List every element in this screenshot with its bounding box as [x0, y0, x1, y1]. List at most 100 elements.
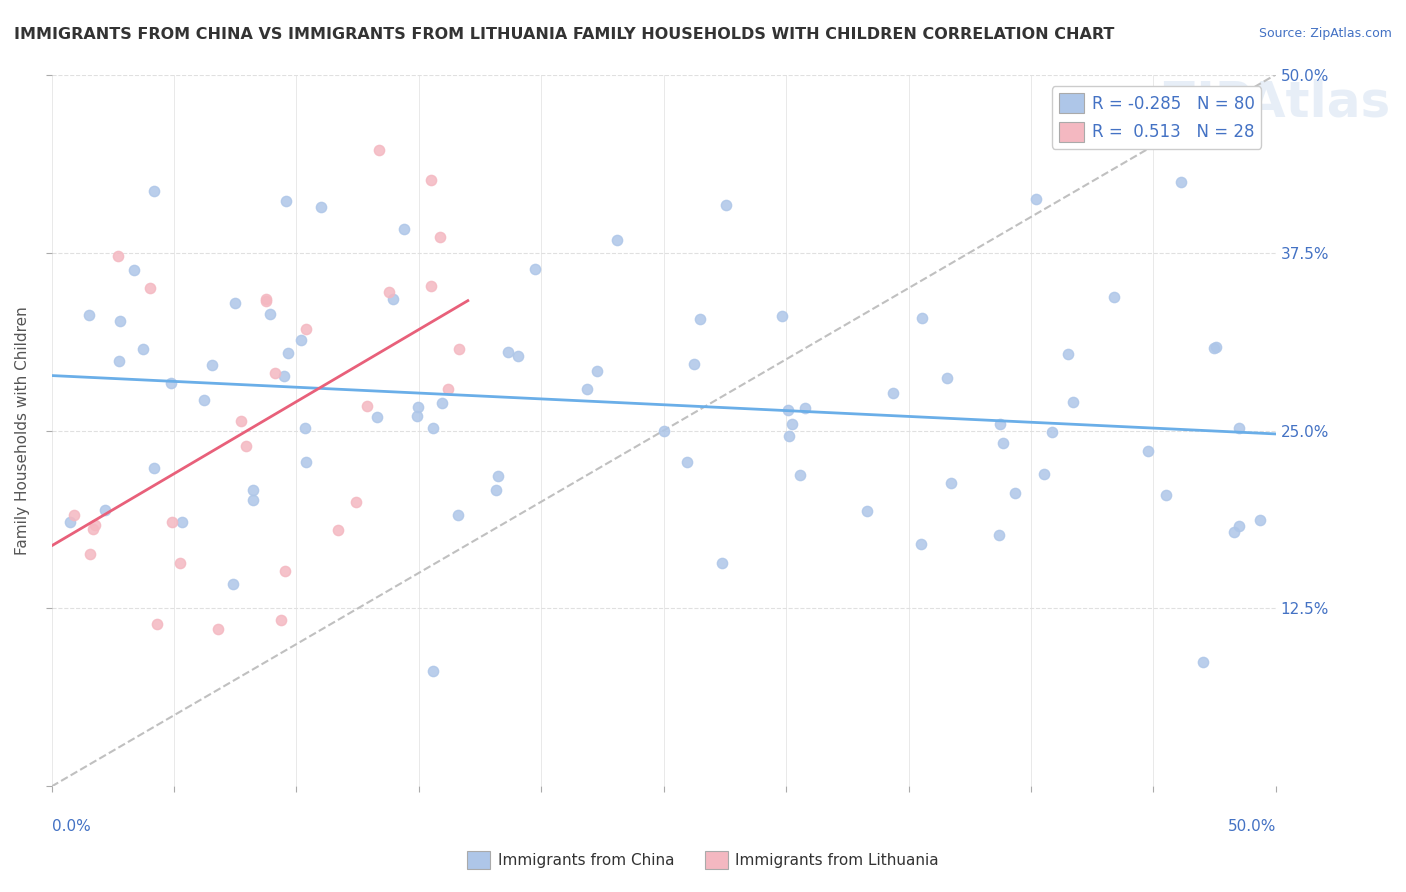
Point: [405, 409, 427, 423]
Point: [506, 349, 529, 363]
Legend: Immigrants from China, Immigrants from Lithuania: Immigrants from China, Immigrants from L…: [461, 845, 945, 875]
Point: [1191, 655, 1213, 669]
Point: [224, 296, 246, 310]
Point: [1229, 519, 1251, 533]
Point: [794, 401, 817, 415]
Point: [936, 371, 959, 385]
Point: [172, 516, 194, 530]
Point: [1032, 467, 1054, 482]
Point: [1249, 512, 1271, 526]
Point: [939, 475, 962, 490]
Point: [496, 345, 519, 359]
Point: [993, 436, 1015, 450]
Point: [716, 197, 738, 211]
Point: [63, 508, 86, 522]
Point: [131, 342, 153, 356]
Point: [107, 249, 129, 263]
Point: [782, 417, 804, 432]
Y-axis label: Family Households with Children: Family Households with Children: [15, 306, 30, 555]
Point: [689, 311, 711, 326]
Point: [987, 528, 1010, 542]
Point: [447, 508, 470, 522]
Point: [429, 229, 451, 244]
Point: [683, 357, 706, 371]
Point: [254, 294, 277, 309]
Point: [911, 311, 934, 326]
Point: [485, 483, 508, 497]
Point: [107, 354, 129, 368]
Point: [381, 292, 404, 306]
Point: [422, 664, 444, 678]
Point: [122, 262, 145, 277]
Point: [406, 401, 429, 415]
Point: [1040, 425, 1063, 439]
Point: [710, 557, 733, 571]
Point: [328, 523, 350, 537]
Point: [523, 262, 546, 277]
Point: [377, 285, 399, 299]
Point: [259, 307, 281, 321]
Point: [770, 309, 793, 323]
Point: [273, 368, 295, 383]
Point: [77, 308, 100, 322]
Point: [356, 399, 378, 413]
Point: [1154, 488, 1177, 502]
Point: [160, 515, 183, 529]
Point: [420, 173, 443, 187]
Point: [59, 515, 82, 529]
Point: [882, 386, 904, 401]
Point: [1102, 290, 1125, 304]
Point: [486, 469, 509, 483]
Point: [142, 184, 165, 198]
Point: [274, 564, 297, 578]
Legend: R = -0.285   N = 80, R =  0.513   N = 28: R = -0.285 N = 80, R = 0.513 N = 28: [1052, 87, 1261, 149]
Point: [277, 346, 299, 360]
Point: [1227, 421, 1250, 435]
Point: [274, 194, 297, 208]
Point: [108, 314, 131, 328]
Point: [242, 492, 264, 507]
Point: [83, 518, 105, 533]
Text: Source: ZipAtlas.com: Source: ZipAtlas.com: [1258, 27, 1392, 40]
Point: [1202, 341, 1225, 355]
Point: [1205, 340, 1227, 354]
Point: [193, 392, 215, 407]
Point: [1223, 525, 1246, 540]
Point: [264, 366, 287, 380]
Point: [160, 376, 183, 390]
Point: [447, 343, 470, 357]
Point: [778, 402, 800, 417]
Point: [1170, 175, 1192, 189]
Point: [366, 410, 388, 425]
Text: IMMIGRANTS FROM CHINA VS IMMIGRANTS FROM LITHUANIA FAMILY HOUSEHOLDS WITH CHILDR: IMMIGRANTS FROM CHINA VS IMMIGRANTS FROM…: [14, 27, 1115, 42]
Text: 50.0%: 50.0%: [1227, 819, 1275, 833]
Point: [606, 233, 628, 247]
Point: [235, 439, 257, 453]
Point: [139, 281, 162, 295]
Point: [676, 455, 699, 469]
Point: [309, 200, 332, 214]
Point: [394, 222, 416, 236]
Point: [420, 278, 443, 293]
Point: [367, 144, 389, 158]
Point: [290, 333, 312, 347]
Point: [295, 321, 318, 335]
Text: 0.0%: 0.0%: [52, 819, 90, 833]
Point: [576, 382, 599, 396]
Point: [254, 292, 277, 306]
Point: [169, 557, 191, 571]
Point: [778, 429, 800, 443]
Text: ZIPAtlas: ZIPAtlas: [1161, 79, 1391, 127]
Point: [94, 503, 117, 517]
Point: [294, 421, 316, 435]
Point: [910, 537, 932, 551]
Point: [79, 547, 101, 561]
Point: [344, 495, 367, 509]
Point: [422, 420, 444, 434]
Point: [146, 617, 169, 632]
Point: [652, 424, 675, 438]
Point: [436, 382, 458, 396]
Point: [229, 413, 252, 427]
Point: [1004, 485, 1026, 500]
Point: [1062, 394, 1084, 409]
